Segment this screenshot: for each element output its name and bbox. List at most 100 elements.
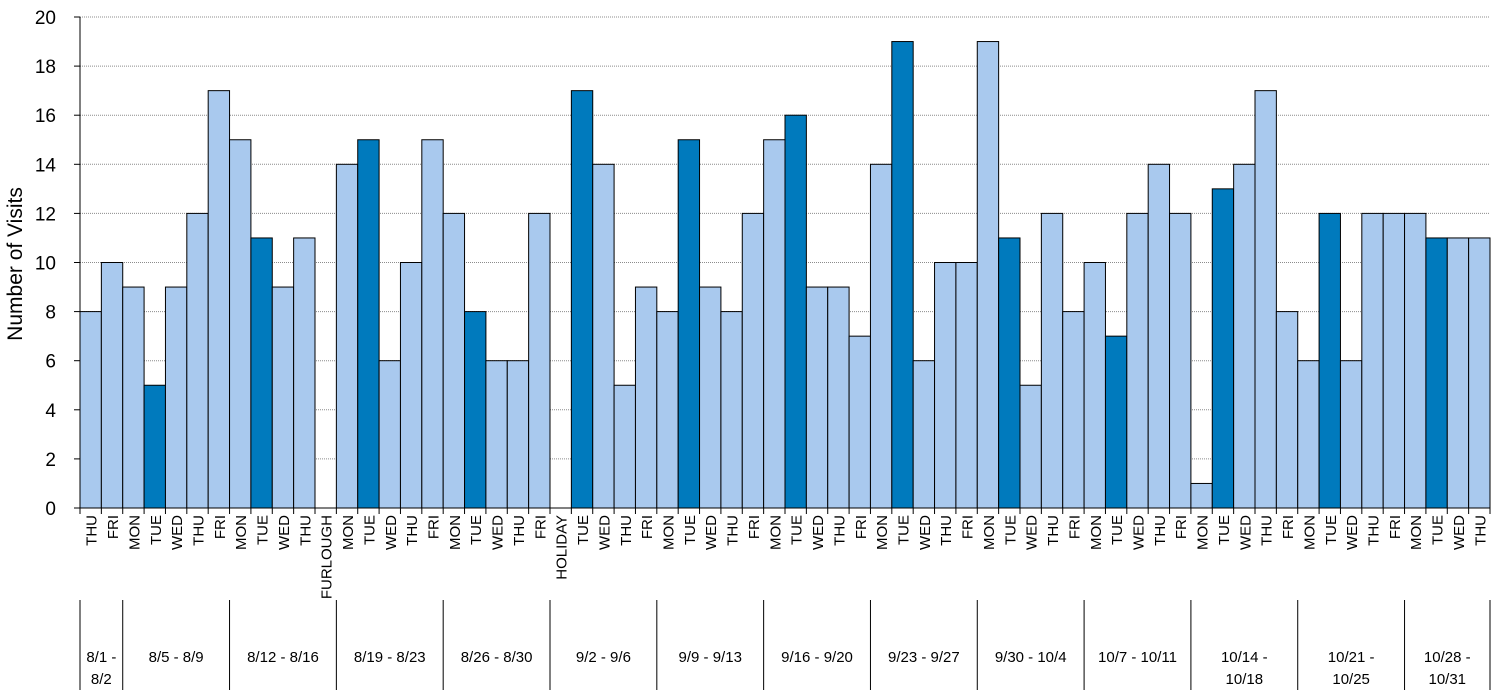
- day-label: WED: [1451, 515, 1468, 550]
- bar: [805, 286, 829, 509]
- bar: [998, 237, 1021, 509]
- bar: [891, 41, 914, 509]
- bar: [1062, 311, 1085, 509]
- day-label: THU: [191, 515, 208, 546]
- bar: [1297, 360, 1320, 509]
- day-label: THU: [404, 515, 421, 546]
- day-label: TUE: [468, 515, 485, 545]
- day-label: THU: [84, 515, 101, 546]
- bar: [271, 286, 295, 509]
- day-label: FRI: [1066, 515, 1083, 539]
- day-label: FRI: [532, 515, 549, 539]
- day-label: TUE: [1216, 515, 1233, 545]
- y-tick-label: 0: [45, 499, 56, 520]
- day-label: THU: [1045, 515, 1062, 546]
- bar: [1339, 360, 1363, 509]
- day-label: THU: [511, 515, 528, 546]
- day-label: THU: [725, 515, 742, 546]
- bar: [1468, 237, 1491, 509]
- day-label: MON: [126, 515, 143, 550]
- day-label: TUE: [1002, 515, 1019, 545]
- day-label: WED: [1344, 515, 1361, 550]
- day-label: MON: [1301, 515, 1318, 550]
- y-tick-label: 18: [35, 57, 56, 78]
- y-tick-label: 20: [35, 8, 56, 29]
- day-label: WED: [1237, 515, 1254, 550]
- day-label: TUE: [896, 515, 913, 545]
- bar: [250, 237, 273, 509]
- day-label: FRI: [105, 515, 122, 539]
- day-label: WED: [383, 515, 400, 550]
- day-label: FRI: [746, 515, 763, 539]
- bar: [1318, 212, 1341, 509]
- bar: [1211, 188, 1235, 509]
- day-label: FRI: [639, 515, 656, 539]
- day-label: WED: [810, 515, 827, 550]
- bar: [869, 163, 893, 509]
- y-tick-label: 16: [35, 106, 56, 127]
- bar: [335, 163, 359, 509]
- bar: [528, 212, 551, 509]
- bars: [79, 41, 1491, 509]
- day-label: TUE: [1430, 515, 1447, 545]
- week-label: 9/9 - 9/13: [679, 649, 742, 666]
- bar: [784, 114, 807, 509]
- bar: [378, 360, 401, 509]
- day-label: WED: [596, 515, 613, 550]
- day-label: MON: [661, 515, 678, 550]
- bar: [634, 286, 658, 509]
- bar: [656, 311, 679, 509]
- bar: [442, 212, 466, 509]
- day-label: THU: [618, 515, 635, 546]
- day-label: WED: [703, 515, 720, 550]
- day-label: MON: [981, 515, 998, 550]
- bar: [464, 311, 487, 509]
- day-label: WED: [169, 515, 186, 550]
- bar: [1190, 482, 1213, 509]
- bar: [1019, 384, 1042, 509]
- day-label: TUE: [361, 515, 378, 545]
- day-label: MON: [874, 515, 891, 550]
- day-label: FRI: [960, 515, 977, 539]
- bar: [1147, 163, 1171, 509]
- week-label: 8/1 -8/2: [86, 649, 116, 688]
- day-label: THU: [1366, 515, 1383, 546]
- day-label: THU: [938, 515, 955, 546]
- day-label: HOLIDAY: [554, 515, 571, 580]
- week-label: 9/23 - 9/27: [888, 649, 960, 666]
- bar: [485, 360, 508, 509]
- week-label: 8/12 - 8/16: [247, 649, 319, 666]
- week-label: 8/19 - 8/23: [354, 649, 426, 666]
- day-label: MON: [340, 515, 357, 550]
- day-label: WED: [1024, 515, 1041, 550]
- bar: [720, 311, 743, 509]
- day-label: MON: [233, 515, 250, 550]
- y-tick-label: 14: [35, 155, 57, 176]
- day-label: MON: [1195, 515, 1212, 550]
- day-label: WED: [276, 515, 293, 550]
- week-separators: [79, 600, 1491, 690]
- bar: [848, 335, 871, 509]
- bar: [763, 139, 786, 509]
- day-label: WED: [490, 515, 507, 550]
- week-label: 9/2 - 9/6: [576, 649, 631, 666]
- week-label: 9/16 - 9/20: [781, 649, 853, 666]
- bar: [100, 262, 124, 509]
- y-axis-label: Number of Visits: [4, 187, 27, 341]
- bar: [827, 286, 850, 509]
- y-tick-label: 12: [35, 204, 56, 225]
- week-label: 9/30 - 10/4: [995, 649, 1067, 666]
- bar: [570, 90, 594, 509]
- day-label: FRI: [1280, 515, 1297, 539]
- bar: [357, 139, 380, 509]
- bar: [164, 286, 188, 509]
- bar: [506, 360, 530, 509]
- bar: [399, 262, 423, 509]
- day-label: TUE: [682, 515, 699, 545]
- week-label: 8/5 - 8/9: [149, 649, 204, 666]
- day-label: THU: [1152, 515, 1169, 546]
- bar: [229, 139, 252, 509]
- bar: [1126, 212, 1149, 509]
- y-tick-label: 10: [35, 254, 56, 275]
